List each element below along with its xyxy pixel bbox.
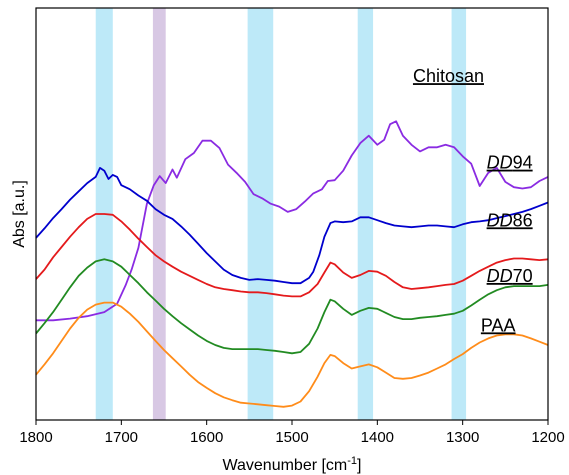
series-label-0: Chitosan: [413, 66, 484, 86]
x-tick-label-6: 1200: [531, 429, 564, 446]
x-axis-title: Wavenumber [cm-1]: [222, 455, 361, 474]
series-label-4: PAA: [481, 315, 516, 335]
series-label-3: DD70: [487, 266, 533, 286]
series-line-3: [35, 258, 549, 355]
highlight-bands: [95, 8, 467, 420]
highlight-band-3: [357, 8, 374, 420]
y-axis-title: Abs [a.u.]: [11, 180, 28, 248]
highlight-band-1: [152, 8, 166, 420]
series-label-1: DD94: [487, 153, 533, 173]
x-tick-label-2: 1600: [190, 429, 223, 446]
series-line-1: [35, 167, 549, 285]
x-tick-label-5: 1300: [446, 429, 479, 446]
x-tick-label-1: 1700: [105, 429, 138, 446]
highlight-band-4: [451, 8, 467, 420]
highlight-band-2: [247, 8, 274, 420]
x-tick-label-4: 1400: [361, 429, 394, 446]
spectra-lines: [35, 120, 549, 408]
series-line-4: [35, 301, 549, 408]
series-label-2: DD86: [487, 210, 533, 230]
series-line-0: [36, 120, 549, 322]
x-axis-ticks: 1800 1700 1600 1500 1400 1300 1200: [19, 420, 565, 446]
x-tick-label-0: 1800: [19, 429, 52, 446]
x-tick-label-3: 1500: [275, 429, 308, 446]
series-labels: Chitosan DD94 DD86 DD70 PAA: [413, 66, 533, 335]
series-line-2: [35, 213, 549, 298]
